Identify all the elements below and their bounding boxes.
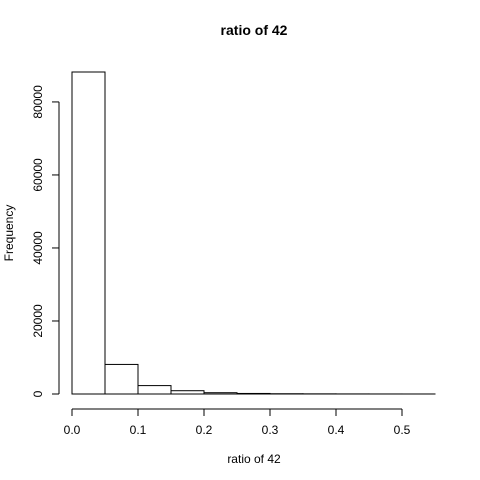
histogram-bar-4: [203, 392, 238, 395]
y-axis-label: Frequency: [2, 205, 16, 262]
y-tick-label-0: 0: [31, 390, 45, 397]
chart-title: ratio of 42: [221, 22, 288, 38]
x-axis-label: ratio of 42: [227, 452, 281, 466]
y-tick-label-2: 40000: [31, 231, 45, 265]
y-axis: 0 20000 40000 60000 80000: [31, 85, 60, 397]
x-tick-label-5: 0.5: [394, 423, 411, 437]
histogram-bar-3: [170, 390, 205, 395]
histogram-bar-0: [71, 71, 106, 395]
bars-group: [71, 71, 436, 395]
x-tick-label-3: 0.3: [262, 423, 279, 437]
y-tick-label-3: 60000: [31, 158, 45, 192]
histogram-bar-5: [236, 392, 271, 395]
y-tick-label-4: 80000: [31, 85, 45, 119]
x-tick-label-2: 0.2: [196, 423, 213, 437]
x-tick-label-1: 0.1: [130, 423, 147, 437]
x-axis: 0.0 0.1 0.2 0.3 0.4 0.5: [64, 408, 411, 437]
x-tick-label-0: 0.0: [64, 423, 81, 437]
x-tick-label-4: 0.4: [328, 423, 345, 437]
y-tick-label-1: 20000: [31, 304, 45, 338]
histogram-bar-2: [137, 385, 172, 395]
histogram-bar-1: [104, 363, 139, 395]
